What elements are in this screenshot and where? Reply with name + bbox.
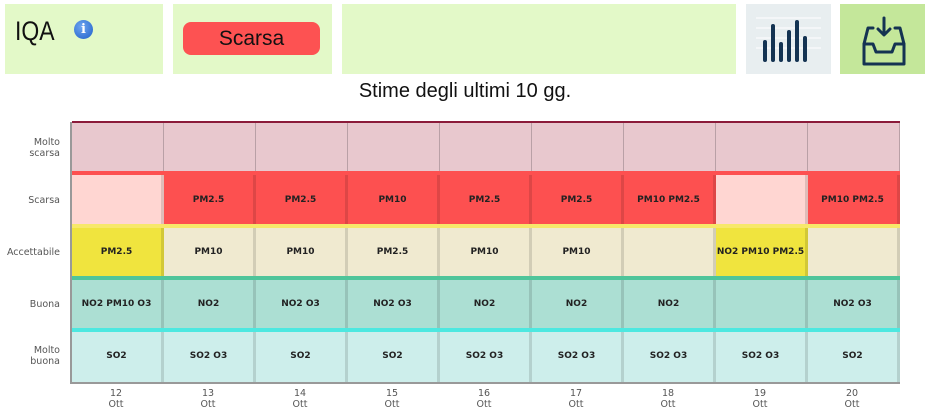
grid-cell: NO2 xyxy=(532,278,624,330)
grid-cell xyxy=(256,122,348,174)
grid-cell xyxy=(716,122,808,174)
grid-cell: PM10 PM2.5 xyxy=(624,174,716,226)
iqa-panel: IQA i xyxy=(5,4,163,74)
grid-cell: SO2 xyxy=(256,330,348,382)
level-separator xyxy=(72,121,900,123)
x-axis-label: 15 Ott xyxy=(346,388,438,410)
x-axis-label: 19 Ott xyxy=(714,388,806,410)
status-panel: Scarsa xyxy=(173,4,332,74)
grid-cell: SO2 O3 xyxy=(624,330,716,382)
x-axis-label: 17 Ott xyxy=(530,388,622,410)
day-label: 16 xyxy=(477,388,491,399)
grid-cell: SO2 xyxy=(72,330,164,382)
grid-cell: PM2.5 xyxy=(256,174,348,226)
grid-cell xyxy=(716,278,808,330)
grid-cell: NO2 PM10 O3 xyxy=(72,278,164,330)
grid-cell: PM10 xyxy=(348,174,440,226)
day-label: 12 xyxy=(109,388,123,399)
grid-cell: PM2.5 xyxy=(72,226,164,278)
grid-cell: SO2 O3 xyxy=(440,330,532,382)
x-axis-label: 12 Ott xyxy=(70,388,162,410)
grid-cell xyxy=(624,226,716,278)
info-icon[interactable]: i xyxy=(74,20,93,39)
grid-cell: NO2 O3 xyxy=(808,278,900,330)
grid-cell xyxy=(624,122,716,174)
row-label: Molto scarsa xyxy=(29,137,60,159)
grid-cell: PM10 xyxy=(440,226,532,278)
grid-cell xyxy=(808,122,900,174)
day-label: 13 xyxy=(201,388,215,399)
month-label: Ott xyxy=(108,399,124,410)
grid-cell: PM10 xyxy=(256,226,348,278)
level-separator xyxy=(72,328,900,332)
day-label: 15 xyxy=(385,388,399,399)
grid-cell: PM10 xyxy=(532,226,624,278)
grid-cell: PM2.5 xyxy=(164,174,256,226)
x-axis-label: 14 Ott xyxy=(254,388,346,410)
month-label: Ott xyxy=(476,399,492,410)
day-label: 17 xyxy=(569,388,583,399)
grid-cell xyxy=(716,174,808,226)
iqa-label: IQA xyxy=(15,16,55,46)
grid-cell: NO2 xyxy=(440,278,532,330)
download-tray-icon xyxy=(862,16,906,66)
grid-cell: SO2 O3 xyxy=(532,330,624,382)
day-label: 20 xyxy=(845,388,859,399)
grid-cell: SO2 xyxy=(808,330,900,382)
download-button[interactable] xyxy=(840,4,925,74)
x-axis-label: 20 Ott xyxy=(806,388,898,410)
grid-cell: SO2 O3 xyxy=(164,330,256,382)
level-separator xyxy=(72,224,900,228)
month-label: Ott xyxy=(660,399,676,410)
grid-cell: NO2 xyxy=(624,278,716,330)
month-label: Ott xyxy=(200,399,216,410)
level-separator xyxy=(72,276,900,280)
x-axis-label: 18 Ott xyxy=(622,388,714,410)
chart-title: Stime degli ultimi 10 gg. xyxy=(358,80,572,102)
row-label: Accettabile xyxy=(6,246,60,258)
grid-cell: SO2 xyxy=(348,330,440,382)
grid-cell xyxy=(532,122,624,174)
month-label: Ott xyxy=(384,399,400,410)
month-label: Ott xyxy=(568,399,584,410)
grid-cell: SO2 O3 xyxy=(716,330,808,382)
row-label: Scarsa xyxy=(28,194,60,206)
month-label: Ott xyxy=(752,399,768,410)
day-label: 18 xyxy=(661,388,675,399)
grid-cell: PM2.5 xyxy=(532,174,624,226)
day-label: 14 xyxy=(293,388,307,399)
grid-cell xyxy=(72,122,164,174)
row-label: Buona xyxy=(29,298,60,310)
grid-cell xyxy=(348,122,440,174)
status-badge: Scarsa xyxy=(183,22,320,55)
grid-cell: NO2 O3 xyxy=(348,278,440,330)
month-label: Ott xyxy=(844,399,860,410)
grid-cell: NO2 O3 xyxy=(256,278,348,330)
grid-cell: PM10 PM2.5 xyxy=(808,174,900,226)
level-separator xyxy=(72,171,900,175)
air-quality-grid: PM2.5 NO2 PM10 O3 SO2 PM2.5 PM10 NO2 SO2 O3 PM2… xyxy=(70,121,900,384)
x-axis-label: 16 Ott xyxy=(438,388,530,410)
x-axis-label: 13 Ott xyxy=(162,388,254,410)
bar-chart-icon xyxy=(756,17,821,62)
grid-cell xyxy=(164,122,256,174)
grid-cell: PM2.5 xyxy=(348,226,440,278)
grid-cell: NO2 PM10 PM2.5 xyxy=(716,226,808,278)
month-label: Ott xyxy=(292,399,308,410)
empty-panel xyxy=(342,4,736,74)
row-label: Molto buona xyxy=(30,345,60,367)
grid-cell: PM10 xyxy=(164,226,256,278)
grid-cell: NO2 xyxy=(164,278,256,330)
grid-cell: PM2.5 xyxy=(440,174,532,226)
grid-cell xyxy=(808,226,900,278)
grid-cell xyxy=(440,122,532,174)
chart-button[interactable] xyxy=(746,4,831,74)
day-label: 19 xyxy=(753,388,767,399)
grid-cell xyxy=(72,174,164,226)
